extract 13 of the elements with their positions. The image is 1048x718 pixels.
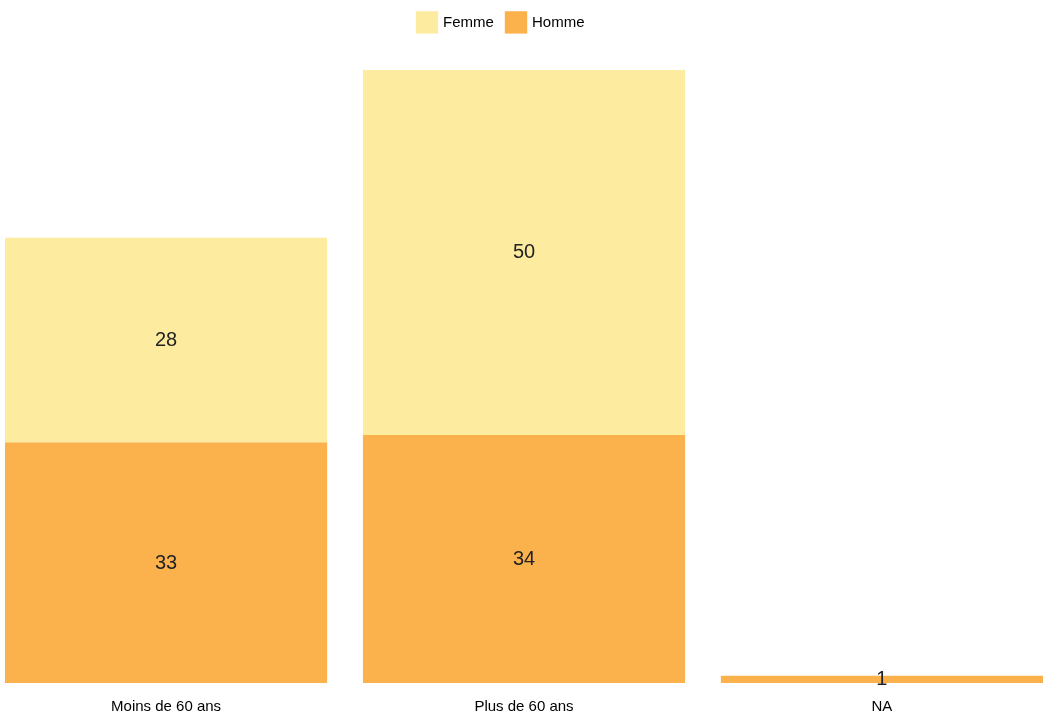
data-label: 28 — [154, 328, 178, 351]
legend-label: Femme — [443, 13, 494, 31]
x-tick-label: Plus de 60 ans — [474, 696, 574, 714]
bar — [5, 442, 328, 683]
x-tick-label: NA — [871, 696, 893, 714]
legend-label: Homme — [532, 13, 585, 31]
data-label: 34 — [512, 546, 536, 569]
bar — [5, 237, 328, 443]
bar — [362, 70, 686, 435]
data-label: 33 — [154, 550, 178, 573]
x-tick-label: Moins de 60 ans — [111, 696, 222, 714]
bar — [362, 434, 686, 683]
data-label: 50 — [512, 240, 536, 263]
